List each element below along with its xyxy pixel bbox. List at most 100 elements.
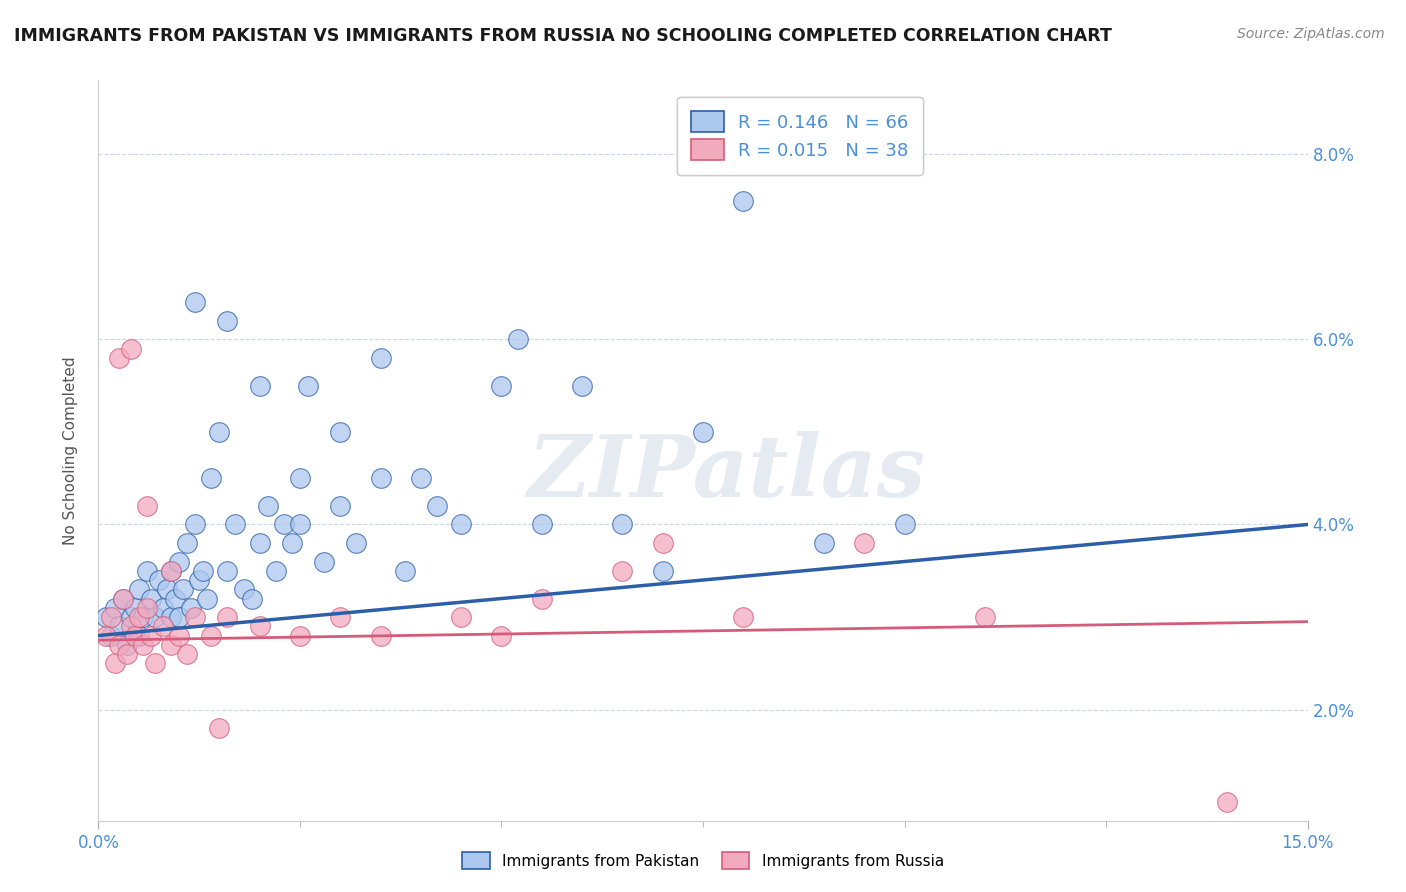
Point	[132, 638, 155, 652]
Point	[184, 517, 207, 532]
Point	[163, 591, 186, 606]
Point	[160, 564, 183, 578]
Point	[143, 610, 166, 624]
Point	[111, 591, 134, 606]
Point	[651, 536, 673, 550]
Point	[733, 194, 755, 208]
Point	[344, 536, 367, 550]
Point	[530, 517, 553, 532]
Point	[120, 610, 142, 624]
Point	[281, 536, 304, 550]
Point	[530, 591, 553, 606]
Point	[135, 499, 157, 513]
Point	[172, 582, 194, 597]
Legend: Immigrants from Pakistan, Immigrants from Russia: Immigrants from Pakistan, Immigrants fro…	[456, 846, 950, 875]
Point	[96, 629, 118, 643]
Point	[111, 591, 134, 606]
Point	[297, 378, 319, 392]
Point	[132, 610, 155, 624]
Point	[176, 647, 198, 661]
Point	[128, 629, 150, 643]
Text: ZIPatlas: ZIPatlas	[529, 431, 927, 515]
Point	[329, 610, 352, 624]
Point	[128, 582, 150, 597]
Point	[217, 314, 239, 328]
Point	[115, 638, 138, 652]
Point	[124, 600, 146, 615]
Point	[103, 657, 125, 671]
Point	[329, 499, 352, 513]
Point	[224, 517, 246, 532]
Point	[107, 619, 129, 633]
Point	[249, 619, 271, 633]
Point	[152, 619, 174, 633]
Point	[506, 333, 529, 347]
Point	[139, 629, 162, 643]
Point	[143, 657, 166, 671]
Point	[160, 564, 183, 578]
Legend: R = 0.146   N = 66, R = 0.015   N = 38: R = 0.146 N = 66, R = 0.015 N = 38	[676, 96, 922, 175]
Point	[193, 564, 215, 578]
Point	[184, 295, 207, 310]
Point	[733, 610, 755, 624]
Point	[100, 610, 122, 624]
Point	[115, 647, 138, 661]
Point	[273, 517, 295, 532]
Point	[974, 610, 997, 624]
Point	[107, 351, 129, 365]
Point	[148, 573, 170, 587]
Text: Source: ZipAtlas.com: Source: ZipAtlas.com	[1237, 27, 1385, 41]
Point	[893, 517, 915, 532]
Point	[200, 471, 222, 485]
Point	[184, 610, 207, 624]
Point	[370, 351, 392, 365]
Point	[232, 582, 254, 597]
Point	[152, 600, 174, 615]
Point	[167, 610, 190, 624]
Point	[491, 378, 513, 392]
Point	[217, 610, 239, 624]
Point	[100, 629, 122, 643]
Point	[314, 554, 336, 569]
Point	[124, 629, 146, 643]
Point	[249, 378, 271, 392]
Point	[288, 471, 311, 485]
Point	[853, 536, 876, 550]
Point	[200, 629, 222, 643]
Text: IMMIGRANTS FROM PAKISTAN VS IMMIGRANTS FROM RUSSIA NO SCHOOLING COMPLETED CORREL: IMMIGRANTS FROM PAKISTAN VS IMMIGRANTS F…	[14, 27, 1112, 45]
Point	[394, 564, 416, 578]
Point	[692, 425, 714, 439]
Point	[370, 471, 392, 485]
Point	[491, 629, 513, 643]
Point	[450, 517, 472, 532]
Point	[167, 554, 190, 569]
Point	[264, 564, 287, 578]
Point	[288, 629, 311, 643]
Point	[813, 536, 835, 550]
Point	[176, 536, 198, 550]
Point	[139, 591, 162, 606]
Y-axis label: No Schooling Completed: No Schooling Completed	[63, 356, 77, 545]
Point	[370, 629, 392, 643]
Point	[160, 638, 183, 652]
Point	[128, 610, 150, 624]
Point	[240, 591, 263, 606]
Point	[329, 425, 352, 439]
Point	[120, 342, 142, 356]
Point	[217, 564, 239, 578]
Point	[450, 610, 472, 624]
Point	[135, 564, 157, 578]
Point	[612, 517, 634, 532]
Point	[160, 610, 183, 624]
Point	[256, 499, 278, 513]
Point	[180, 600, 202, 615]
Point	[120, 619, 142, 633]
Point	[612, 564, 634, 578]
Point	[651, 564, 673, 578]
Point	[208, 425, 231, 439]
Point	[409, 471, 432, 485]
Point	[135, 600, 157, 615]
Point	[103, 600, 125, 615]
Point	[571, 378, 593, 392]
Point	[426, 499, 449, 513]
